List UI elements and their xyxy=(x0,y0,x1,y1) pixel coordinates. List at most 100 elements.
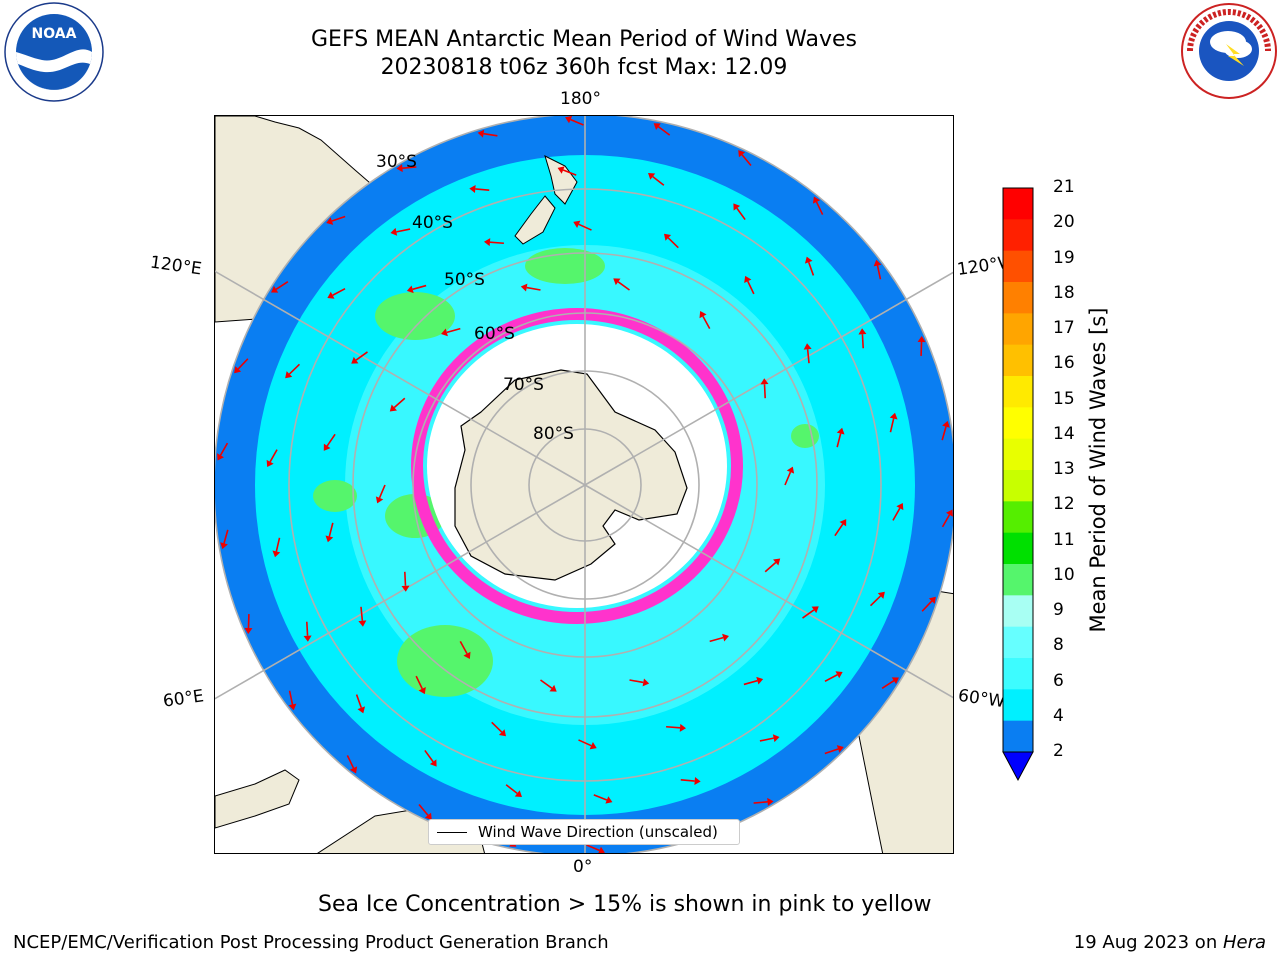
colorbar-tick-label: 17 xyxy=(1053,318,1075,338)
colorbar-tick-label: 21 xyxy=(1053,177,1075,197)
wind-arrow-head xyxy=(772,734,780,743)
wind-arrow-head xyxy=(483,238,491,247)
wind-arrow-head xyxy=(722,633,729,642)
wind-arrow-shaft xyxy=(424,749,434,763)
chart-subtitle: 20230818 t06z 360h fcst Max: 12.09 xyxy=(380,55,788,80)
wind-arrow-shaft xyxy=(355,694,363,709)
wind-arrow-shaft xyxy=(489,241,504,245)
wind-arrow-shaft xyxy=(667,237,679,249)
wind-arrow-head xyxy=(463,651,471,659)
wind-arrow-shaft xyxy=(889,418,895,433)
lat-label-40s: 40°S xyxy=(412,213,453,233)
antarctica xyxy=(454,369,688,581)
colorbar-tick-label: 10 xyxy=(1053,564,1075,585)
wind-arrow-head xyxy=(266,459,274,468)
colorbar-segment xyxy=(1003,313,1033,346)
wind-arrow-head xyxy=(244,627,253,635)
wind-arrow-shaft xyxy=(288,363,301,375)
colorbar-outline xyxy=(1002,187,1034,753)
wind-arrow-head xyxy=(401,585,410,592)
wind-arrow-shaft xyxy=(275,537,281,552)
wind-arrow-shaft xyxy=(759,737,774,742)
credit-date: 19 Aug 2023 on Hera xyxy=(1074,932,1266,953)
wind-arrow-head xyxy=(557,166,565,174)
wind-arrow-shaft xyxy=(393,397,406,409)
wind-arrow-head xyxy=(896,502,904,511)
wind-arrow-shaft xyxy=(404,571,407,586)
lat-label-50s: 50°S xyxy=(444,270,485,290)
credit-branch: NCEP/EMC/Verification Post Processing Pr… xyxy=(13,932,609,953)
wind-arrow-head xyxy=(835,671,843,679)
colorbar-segment xyxy=(1003,658,1033,690)
wind-arrow-shaft xyxy=(446,327,461,334)
wind-arrow-shaft xyxy=(593,794,608,801)
wind-arrow-shaft xyxy=(586,844,600,852)
wind-arrow-shaft xyxy=(784,471,792,486)
wind-arrow-shaft xyxy=(570,118,584,126)
wind-arrow-shaft xyxy=(346,755,355,769)
wind-arrow-shaft xyxy=(418,803,429,816)
wind-arrow-head xyxy=(733,203,741,211)
wind-arrow-shaft xyxy=(921,600,933,612)
wind-arrow-shaft xyxy=(402,166,417,169)
wind-arrow-head xyxy=(767,797,774,806)
wind-arrow-head xyxy=(786,466,795,474)
wind-arrow-shaft xyxy=(881,680,895,689)
wind-arrow-head xyxy=(406,285,414,294)
colorbar-segment xyxy=(1003,438,1033,471)
lon-label-60e: 60°E xyxy=(161,686,206,712)
wind-arrow-head xyxy=(323,443,331,451)
wind-arrow-shaft xyxy=(275,281,289,290)
colorbar-segment xyxy=(1003,188,1033,220)
wind-arrow-head xyxy=(429,759,437,767)
colorbar-segment xyxy=(1003,282,1033,314)
wind-arrow-head xyxy=(389,404,397,412)
colorbar-tick-label: 12 xyxy=(1053,494,1075,515)
wind-arrow-head xyxy=(220,542,228,550)
wind-arrow-shaft xyxy=(483,132,498,137)
colorbar-tick-label: 9 xyxy=(1053,600,1064,620)
wind-arrow-head xyxy=(858,328,867,335)
wind-arrow-head xyxy=(679,723,687,732)
wind-arrow-head xyxy=(549,684,557,692)
credit-date-text: 19 Aug 2023 on xyxy=(1073,932,1223,953)
wind-arrow-head xyxy=(327,291,335,299)
wind-arrow-head xyxy=(744,275,752,284)
wind-arrow-shaft xyxy=(540,679,553,689)
wind-arrow-head xyxy=(358,620,367,627)
wind-arrow-head xyxy=(325,535,334,543)
colorbar-segment xyxy=(1003,344,1033,377)
wind-arrow-head xyxy=(598,846,605,853)
wind-arrow-head xyxy=(756,676,764,685)
wind-arrow-shaft xyxy=(396,228,411,233)
wind-arrow-head xyxy=(804,256,813,264)
wind-arrow-head xyxy=(928,596,936,604)
wind-arrow-head xyxy=(760,378,769,385)
wind-arrow-head xyxy=(917,335,926,343)
wind-arrow-shaft xyxy=(657,126,671,136)
colorbar-tick-label: 18 xyxy=(1053,282,1075,303)
wind-arrow-shaft xyxy=(736,207,746,221)
wind-arrow-head xyxy=(839,519,847,527)
colorbar-segment xyxy=(1003,720,1033,753)
lon-label-180: 180° xyxy=(560,89,601,109)
wind-arrow-shaft xyxy=(941,514,951,528)
wind-arrow-head xyxy=(891,677,899,685)
wind-arrow-head xyxy=(889,412,898,420)
wind-arrow-shaft xyxy=(824,748,839,755)
colorbar-tick-label: 19 xyxy=(1053,247,1075,268)
wind-arrow-shaft xyxy=(491,721,503,733)
chart-title: GEFS MEAN Antarctic Mean Period of Wind … xyxy=(311,27,857,52)
wind-arrow-shaft xyxy=(666,725,681,729)
wind-arrow-shaft xyxy=(415,675,423,690)
map-area xyxy=(214,115,954,854)
colorbar-segment xyxy=(1003,626,1033,659)
map-legend: Wind Wave Direction (unscaled) xyxy=(428,819,740,845)
colorbar-segment xyxy=(1003,250,1033,283)
wind-arrow-head xyxy=(877,591,885,599)
wind-arrow-head xyxy=(565,116,573,124)
wind-arrow-head xyxy=(738,150,746,158)
wind-arrow-head xyxy=(271,285,279,293)
wind-arrow-head xyxy=(589,742,597,750)
wind-arrow-shaft xyxy=(815,201,824,215)
